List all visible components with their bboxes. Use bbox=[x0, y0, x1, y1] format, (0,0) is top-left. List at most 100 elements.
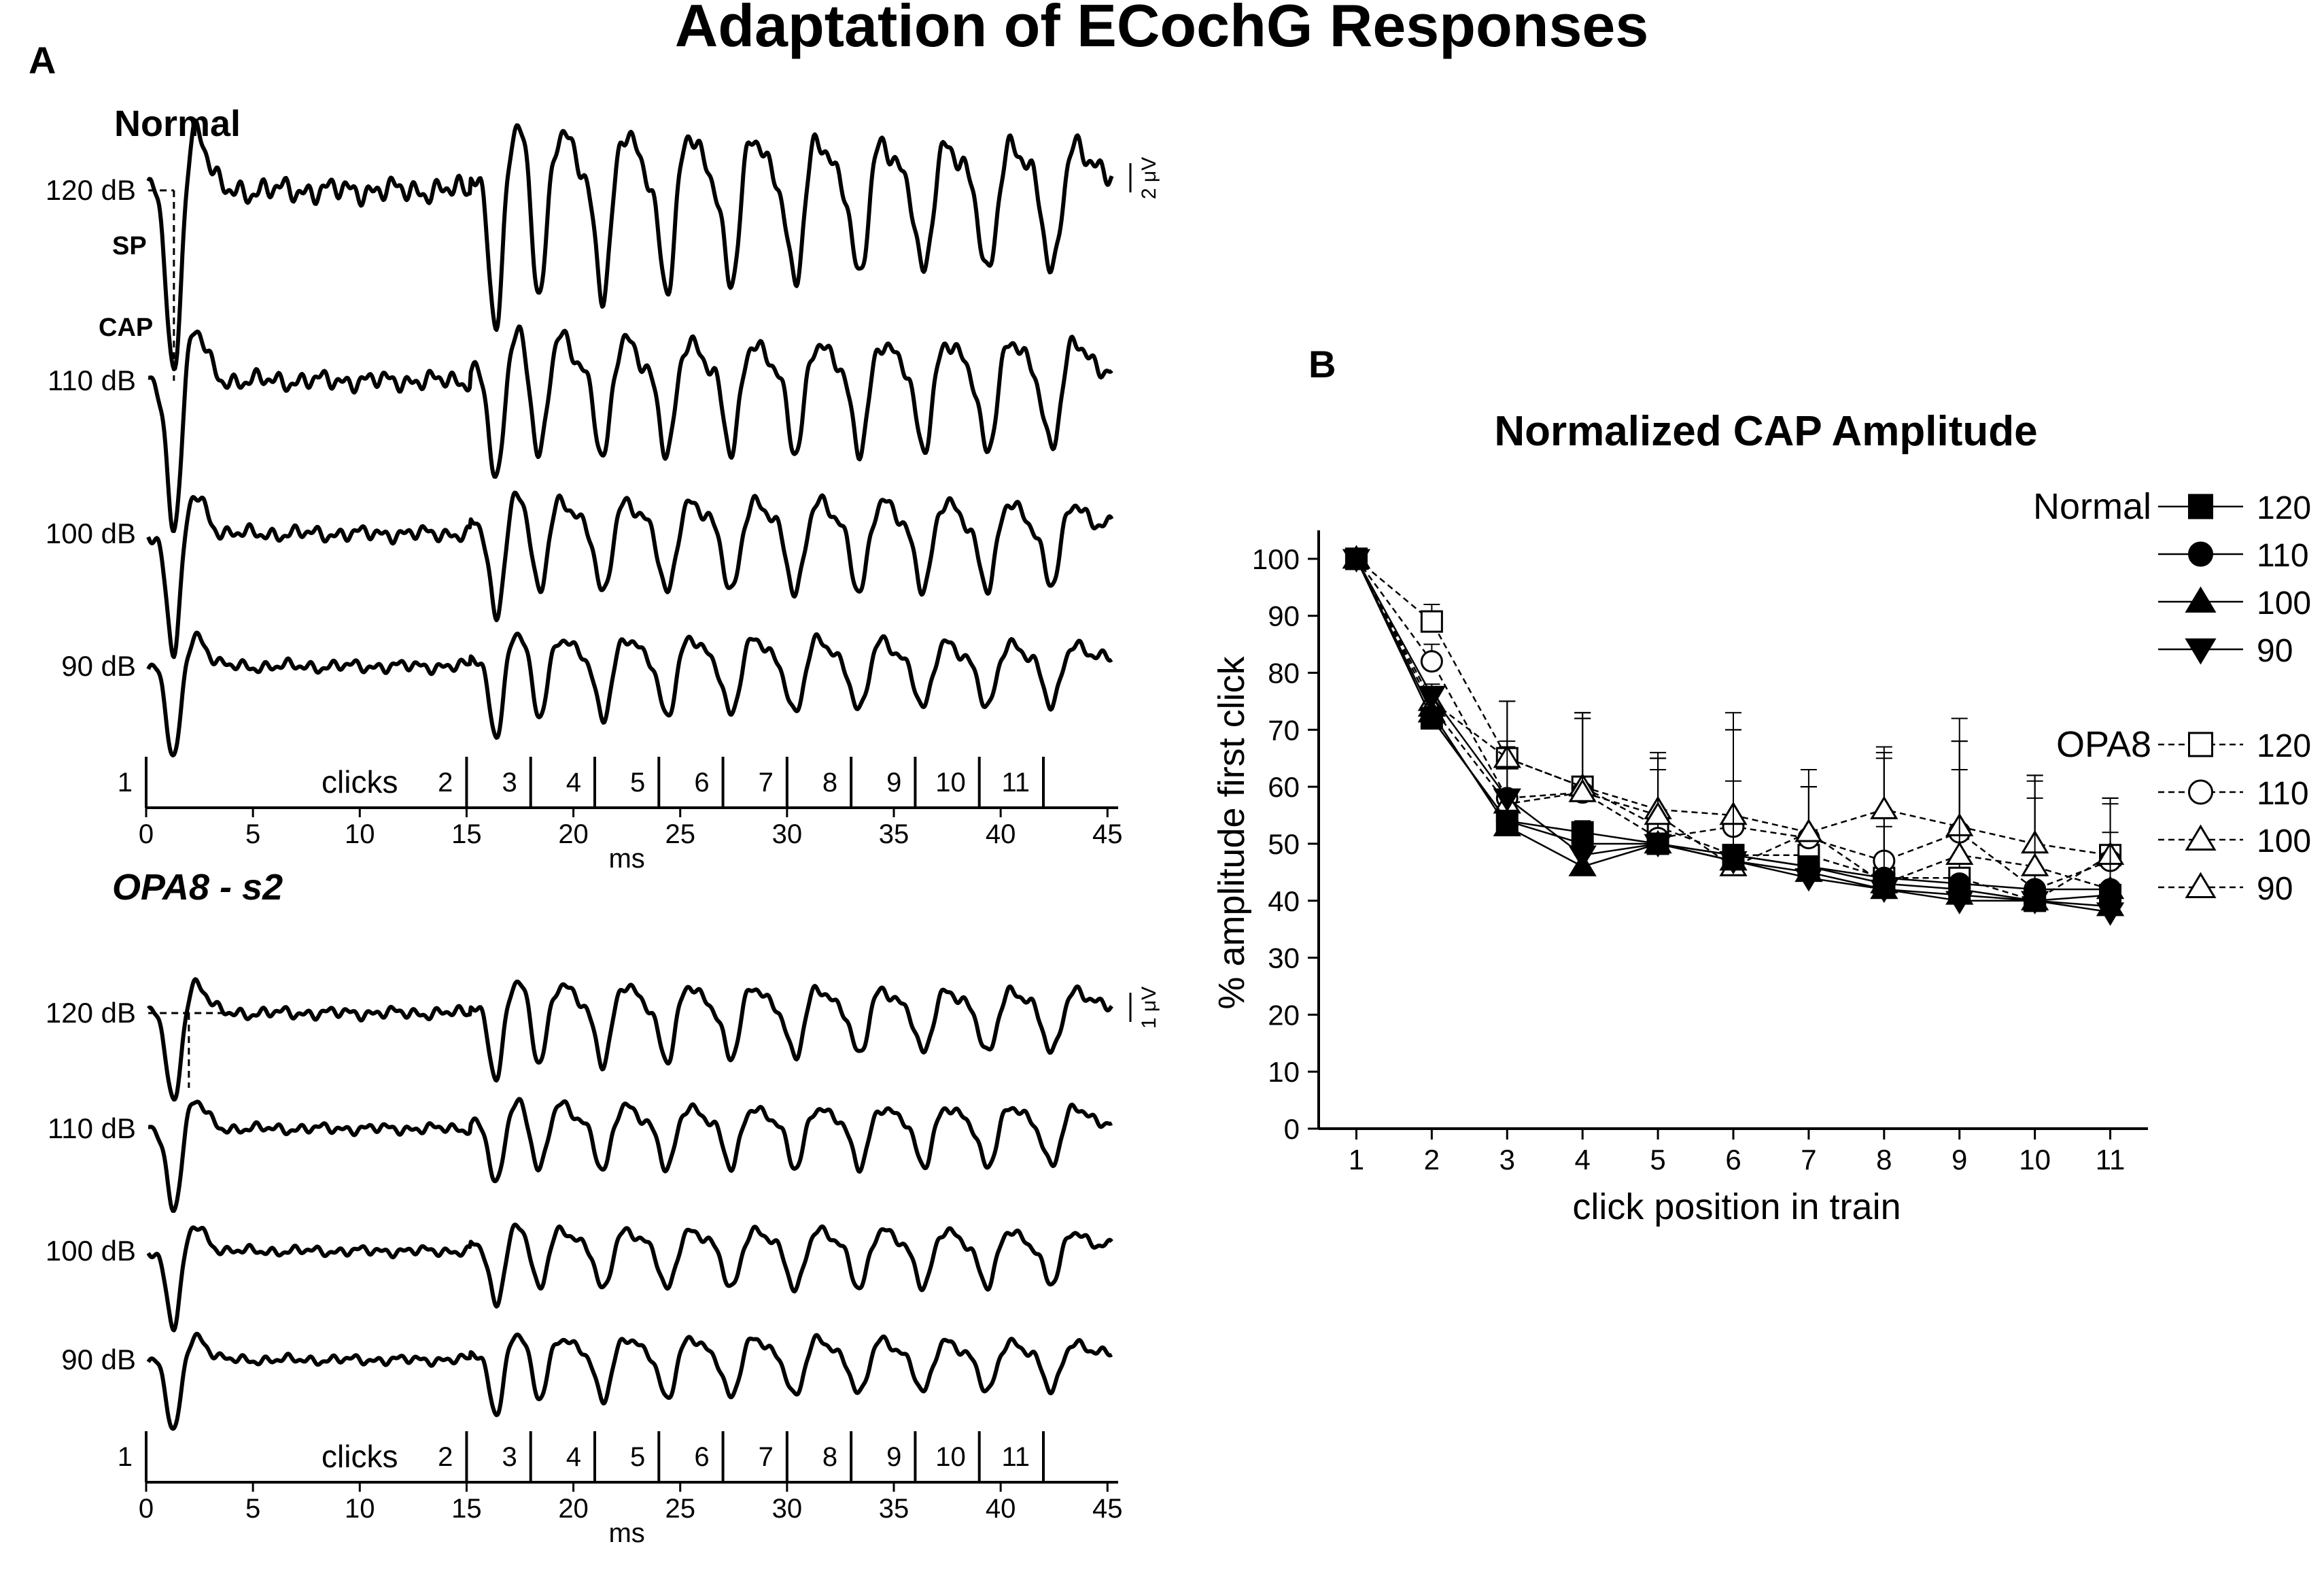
data-point bbox=[1420, 610, 1443, 633]
normal-click-number: 11 bbox=[1001, 768, 1030, 798]
legend-group-label: OPA8 bbox=[2056, 724, 2151, 765]
opa8-trace bbox=[147, 1097, 1113, 1213]
panel-b-label: B bbox=[1308, 343, 1336, 386]
opa8-click-number: 7 bbox=[759, 1442, 774, 1472]
data-point bbox=[1417, 685, 1446, 710]
data-point bbox=[1644, 801, 1672, 825]
normal-click-number: 5 bbox=[630, 768, 645, 798]
opa8-click-number: 3 bbox=[502, 1442, 517, 1472]
opa8-click-number: 8 bbox=[822, 1442, 837, 1472]
normal-trace bbox=[146, 630, 1113, 757]
legend-level-label: 100 bbox=[2257, 585, 2311, 621]
data-point bbox=[1870, 795, 1898, 819]
opa8-x-tick-label: 45 bbox=[1092, 1494, 1123, 1524]
opa8-click-number: 5 bbox=[630, 1442, 645, 1472]
opa8-click-number: 9 bbox=[886, 1442, 901, 1472]
x-axis-label: click position in train bbox=[1572, 1186, 1901, 1227]
normal-click-number: 3 bbox=[502, 768, 517, 798]
opa8-x-tick-label: 35 bbox=[879, 1494, 909, 1524]
normal-x-tick-label: 0 bbox=[139, 819, 154, 849]
data-point bbox=[2020, 853, 2049, 876]
sp-label: SP bbox=[112, 232, 147, 260]
opa8-x-tick-label: 30 bbox=[772, 1494, 803, 1524]
normal-traces: 120 dB 110 dB 100 dB 90 dB bbox=[46, 118, 1114, 757]
opa8-x-axis-label: ms bbox=[608, 1518, 644, 1548]
opa8-level-label: 120 dB bbox=[46, 997, 136, 1029]
x-tick-label: 10 bbox=[2019, 1144, 2051, 1176]
normal-x-tick-label: 30 bbox=[772, 819, 803, 849]
normal-trace bbox=[146, 490, 1114, 660]
normal-click-number: 6 bbox=[694, 768, 709, 798]
normal-clicks-label: clicks bbox=[322, 764, 398, 800]
opa8-click-number: 2 bbox=[438, 1442, 453, 1472]
opa8-x-tick-label: 20 bbox=[558, 1494, 589, 1524]
legend-marker bbox=[2188, 541, 2213, 567]
normal-click-number: 8 bbox=[822, 768, 837, 798]
x-tick-label: 5 bbox=[1650, 1144, 1665, 1176]
opa8-click-number: 6 bbox=[694, 1442, 709, 1472]
data-point bbox=[1417, 699, 1446, 723]
x-tick-label: 3 bbox=[1499, 1144, 1515, 1176]
normal-section-title: Normal bbox=[114, 103, 241, 144]
data-point bbox=[1794, 819, 1823, 842]
opa8-level-label: 90 dB bbox=[61, 1344, 136, 1375]
data-point bbox=[1870, 879, 1898, 904]
legend-marker bbox=[2185, 824, 2217, 851]
opa8-x-tick-label: 25 bbox=[665, 1494, 695, 1524]
x-tick-label: 4 bbox=[1575, 1144, 1591, 1176]
legend-group-label: Normal bbox=[2033, 486, 2151, 527]
normal-click-number: 10 bbox=[935, 768, 966, 798]
figure-title: Adaptation of ECochG Responses bbox=[675, 0, 1649, 59]
x-tick-label: 8 bbox=[1876, 1144, 1892, 1176]
x-tick-label: 1 bbox=[1349, 1144, 1364, 1176]
x-tick-label: 2 bbox=[1424, 1144, 1440, 1176]
normal-x-tick-label: 15 bbox=[451, 819, 482, 849]
normal-level-label: 100 dB bbox=[46, 517, 136, 549]
data-point bbox=[2020, 891, 2049, 914]
data-point bbox=[1644, 834, 1672, 858]
normal-click-number: 7 bbox=[759, 768, 774, 798]
x-tick-label: 9 bbox=[1952, 1144, 1967, 1176]
legend-level-label: 110 bbox=[2257, 538, 2309, 574]
legend-level-label: 90 bbox=[2257, 871, 2293, 907]
chart-title: Normalized CAP Amplitude bbox=[1494, 408, 2037, 455]
y-tick-label: 60 bbox=[1268, 771, 1300, 803]
normal-x-tick-label: 5 bbox=[245, 819, 260, 849]
y-tick-label: 80 bbox=[1268, 657, 1300, 689]
y-axis-label: % amplitude first click bbox=[1211, 655, 1252, 1009]
legend-level-label: 120 bbox=[2257, 490, 2311, 526]
panel-a-label: A bbox=[29, 39, 56, 82]
data-point bbox=[1719, 851, 1748, 875]
data-point bbox=[1945, 891, 1974, 914]
opa8-level-label: 110 dB bbox=[48, 1112, 136, 1144]
normal-click-number: 1 bbox=[118, 768, 133, 798]
y-tick-label: 10 bbox=[1268, 1056, 1300, 1088]
cap-label: CAP bbox=[99, 313, 153, 342]
opa8-scale-label: 1 μV bbox=[1138, 987, 1160, 1029]
data-point bbox=[1342, 549, 1371, 573]
opa8-trace bbox=[146, 1222, 1113, 1333]
opa8-section-title: OPA8 - s2 bbox=[112, 867, 283, 908]
x-tick-label: 6 bbox=[1725, 1144, 1741, 1176]
normal-x-tick-label: 20 bbox=[558, 819, 589, 849]
legend-level-label: 120 bbox=[2257, 728, 2311, 764]
normal-level-label: 110 dB bbox=[48, 364, 136, 396]
y-tick-label: 20 bbox=[1268, 999, 1300, 1031]
legend-marker bbox=[2185, 872, 2217, 898]
x-tick-label: 7 bbox=[1801, 1144, 1816, 1176]
data-point bbox=[1568, 845, 1597, 869]
data-point bbox=[2096, 902, 2125, 926]
x-tick-label: 11 bbox=[2096, 1144, 2126, 1176]
data-point bbox=[1568, 779, 1597, 802]
legend-level-label: 110 bbox=[2257, 776, 2309, 812]
y-tick-label: 100 bbox=[1252, 543, 1300, 575]
data-point bbox=[1420, 650, 1443, 673]
normal-trace bbox=[146, 118, 1114, 371]
opa8-click-number: 1 bbox=[118, 1442, 133, 1472]
data-point bbox=[1493, 812, 1521, 837]
normal-click-number: 4 bbox=[566, 768, 581, 798]
opa8-trace bbox=[147, 977, 1113, 1102]
opa8-click-number: 4 bbox=[566, 1442, 581, 1472]
